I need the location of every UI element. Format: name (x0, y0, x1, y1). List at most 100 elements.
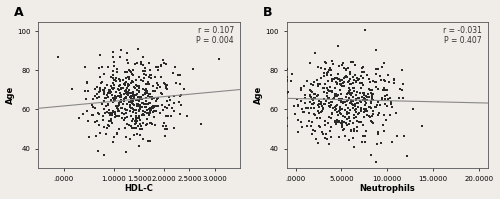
Point (116, 55, 124, 58)
Point (96, 87, 104, 90)
Point (330, 62, 338, 66)
Point (316, 99, 324, 102)
Point (326, 90, 334, 93)
Point (130, 63, 138, 66)
Point (139, 109, 147, 112)
Point (311, 52, 319, 55)
Point (118, 106, 126, 109)
Point (150, 110, 158, 113)
Point (140, 106, 148, 109)
Point (331, 121, 339, 124)
Point (348, 81, 356, 84)
Point (140, 93, 148, 96)
Point (136, 61, 144, 64)
Point (287, 79, 295, 83)
Point (96, 75, 104, 78)
Point (368, 153, 376, 156)
Point (336, 106, 344, 109)
Point (334, 44, 342, 47)
Point (103, 83, 111, 87)
Point (119, 102, 127, 105)
Point (310, 96, 318, 100)
Point (346, 116, 354, 119)
Point (134, 144, 142, 148)
Point (106, 88, 114, 92)
Point (109, 55, 117, 58)
Point (346, 94, 354, 97)
Point (374, 111, 382, 114)
Point (321, 102, 329, 105)
Point (308, 102, 316, 105)
Text: r = 0.107
P = 0.004: r = 0.107 P = 0.004 (196, 26, 234, 45)
Point (160, 59, 168, 62)
Point (318, 103, 326, 106)
Point (136, 86, 143, 89)
Point (393, 134, 401, 137)
Point (146, 102, 154, 105)
Point (322, 132, 330, 135)
Point (124, 90, 132, 94)
Point (356, 91, 364, 94)
Point (298, 125, 306, 129)
Point (352, 129, 360, 133)
Point (140, 77, 148, 80)
Point (384, 93, 392, 96)
Point (133, 88, 141, 91)
Point (326, 85, 334, 88)
Point (330, 77, 338, 80)
Point (147, 109, 155, 112)
Point (112, 67, 120, 70)
Point (333, 94, 341, 97)
Point (360, 98, 368, 101)
Point (122, 76, 130, 80)
Point (332, 93, 340, 96)
Point (350, 116, 358, 119)
Point (125, 68, 133, 71)
Point (144, 61, 152, 65)
Point (147, 77, 155, 80)
Point (332, 92, 340, 95)
Point (143, 92, 151, 95)
Point (117, 94, 125, 97)
Point (330, 97, 338, 100)
Point (169, 72, 177, 75)
Point (150, 116, 158, 119)
Point (113, 133, 121, 136)
Point (330, 94, 338, 97)
Point (129, 98, 137, 101)
Point (368, 93, 376, 96)
Point (334, 120, 342, 123)
Point (326, 104, 334, 107)
Point (365, 77, 373, 81)
Point (128, 94, 136, 97)
Point (150, 105, 158, 108)
Point (314, 124, 322, 127)
Point (338, 101, 346, 104)
Point (350, 89, 358, 92)
Point (362, 101, 370, 104)
Point (138, 98, 146, 101)
Point (326, 66, 334, 69)
Point (116, 94, 124, 98)
Point (339, 62, 347, 65)
Point (314, 65, 322, 69)
Point (335, 98, 343, 101)
Point (341, 109, 349, 112)
Point (129, 111, 137, 114)
Point (108, 122, 116, 125)
Point (136, 118, 143, 122)
Point (152, 123, 160, 126)
Point (314, 93, 322, 96)
Point (352, 79, 360, 83)
Y-axis label: Age: Age (6, 86, 15, 104)
Point (301, 102, 309, 105)
Point (104, 110, 112, 114)
Point (356, 86, 364, 89)
Point (320, 72, 328, 75)
Point (311, 130, 319, 133)
Point (327, 68, 335, 71)
Point (310, 80, 318, 84)
Point (306, 88, 314, 91)
Point (351, 103, 359, 106)
Point (145, 83, 153, 86)
